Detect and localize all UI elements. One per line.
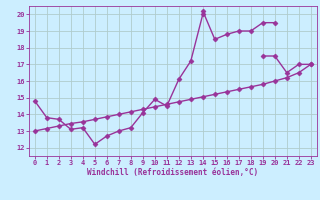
- X-axis label: Windchill (Refroidissement éolien,°C): Windchill (Refroidissement éolien,°C): [87, 168, 258, 177]
